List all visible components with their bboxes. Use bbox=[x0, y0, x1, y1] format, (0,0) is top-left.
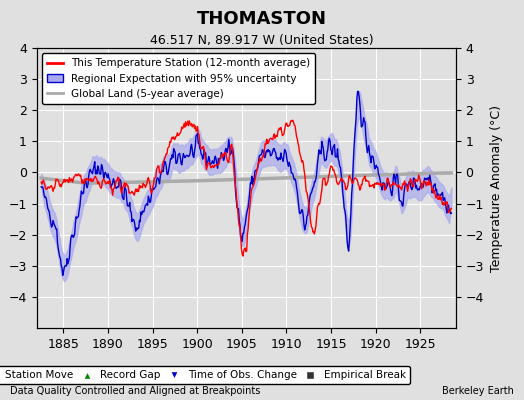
Text: THOMASTON: THOMASTON bbox=[197, 10, 327, 28]
Text: Berkeley Earth: Berkeley Earth bbox=[442, 386, 514, 396]
Text: 46.517 N, 89.917 W (United States): 46.517 N, 89.917 W (United States) bbox=[150, 34, 374, 47]
Legend: Station Move, Record Gap, Time of Obs. Change, Empirical Break: Station Move, Record Gap, Time of Obs. C… bbox=[0, 366, 410, 384]
Y-axis label: Temperature Anomaly (°C): Temperature Anomaly (°C) bbox=[489, 104, 503, 272]
Text: Data Quality Controlled and Aligned at Breakpoints: Data Quality Controlled and Aligned at B… bbox=[10, 386, 261, 396]
